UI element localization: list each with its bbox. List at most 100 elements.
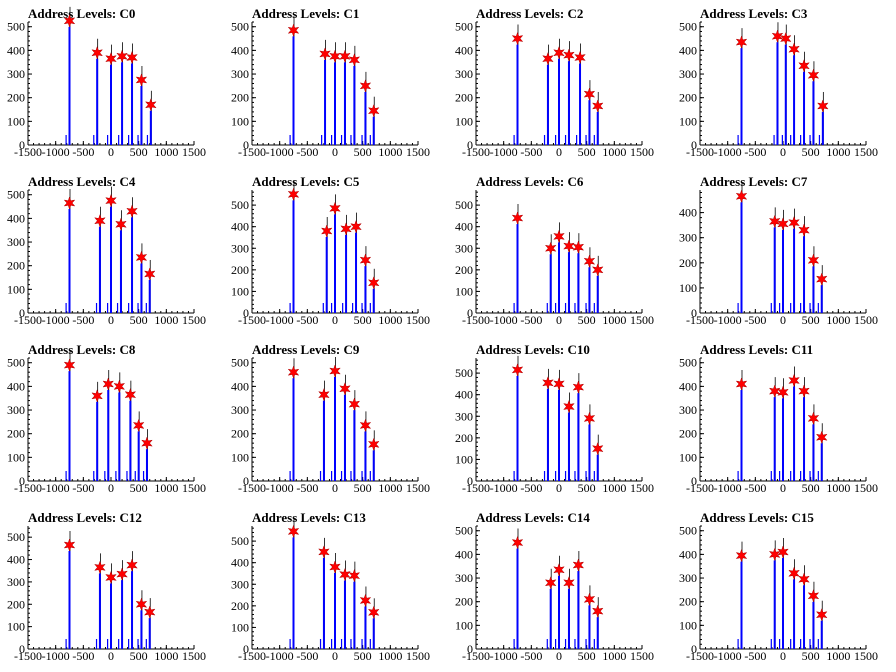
peak-star-marker (113, 379, 126, 394)
histogram-bar (96, 401, 99, 481)
y-tick-label: 0 (19, 306, 25, 320)
x-tick-label: -1500 (686, 313, 714, 327)
histogram-bar (567, 412, 570, 481)
histogram-bar (292, 378, 295, 481)
x-tick-label: 1500 (630, 313, 654, 327)
peak-star-marker (591, 263, 604, 277)
histogram-panel: Address Levels: C1 0 100 200 300 400 500 -1500-… (224, 0, 448, 168)
x-tick-label: -500 (744, 481, 766, 495)
peak-star-marker (359, 79, 372, 93)
x-tick-label: -1500 (14, 649, 42, 663)
y-tick-label: 200 (231, 599, 249, 613)
y-tick-label: 200 (7, 259, 25, 273)
peak-star-marker (126, 204, 138, 219)
peak-star-marker (329, 364, 341, 378)
y-tick-label: 100 (455, 618, 473, 632)
histogram-bar (98, 226, 101, 313)
x-tick-label: 0 (556, 313, 562, 327)
peak-star-marker (777, 217, 789, 231)
histogram-bar (118, 392, 121, 481)
y-tick-label: 400 (455, 43, 473, 57)
histogram-side-bar (546, 303, 548, 313)
histogram-bar (596, 275, 599, 313)
x-tick-label: -1000 (490, 313, 518, 327)
peak-star-marker (102, 377, 115, 391)
y-tick-label: 400 (679, 379, 697, 393)
peak-star-marker (318, 545, 330, 559)
chart-title: Address Levels: C14 (476, 510, 590, 525)
x-tick-label: 1000 (154, 649, 178, 663)
histogram-side-bar (289, 471, 291, 481)
x-tick-label: -1500 (238, 145, 266, 159)
histogram-side-bar (513, 471, 515, 481)
histogram-side-bar (361, 303, 363, 313)
x-tick-label: 0 (556, 649, 562, 663)
y-tick-label: 200 (679, 91, 697, 105)
x-tick-label: 1000 (154, 481, 178, 495)
histogram-side-bar (331, 135, 333, 145)
histogram-side-bar (107, 303, 109, 313)
histogram-bar (372, 288, 375, 313)
peak-star-marker (339, 381, 351, 396)
x-tick-label: -1000 (42, 481, 70, 495)
histogram-side-bar (95, 639, 98, 649)
y-tick-label: 500 (231, 20, 249, 34)
histogram-side-bar (546, 639, 548, 649)
histogram-bar (793, 386, 796, 481)
y-tick-label: 100 (679, 618, 697, 632)
peak-star-marker (126, 558, 138, 572)
histogram-side-bar (361, 471, 363, 481)
y-tick-label: 400 (7, 553, 25, 567)
y-tick-label: 300 (231, 67, 249, 81)
x-tick-label: 0 (332, 145, 338, 159)
histogram-side-bar (65, 639, 67, 649)
peak-star-marker (359, 418, 372, 433)
x-tick-label: 0 (332, 481, 338, 495)
histogram-bar (784, 44, 787, 145)
histogram-side-bar (340, 639, 343, 649)
y-tick-label: 500 (679, 20, 697, 34)
chart-title: Address Levels: C3 (700, 6, 808, 21)
x-tick-label: 500 (578, 649, 596, 663)
histogram-side-bar (65, 135, 67, 145)
peak-star-marker (583, 592, 596, 607)
peak-star-marker (563, 48, 575, 62)
x-tick-label: 1500 (406, 313, 430, 327)
histogram-side-bar (115, 471, 117, 481)
histogram-bar (588, 605, 591, 649)
histogram-bar (149, 110, 152, 145)
histogram-side-bar (817, 639, 819, 649)
y-tick-label: 200 (7, 91, 25, 105)
histogram-side-bar (737, 639, 739, 649)
peak-star-marker (287, 365, 300, 379)
histogram-panel: Address Levels: C2 0 100 200 300 400 500 -1500-… (448, 0, 672, 168)
x-tick-label: 0 (332, 313, 338, 327)
chart-title: Address Levels: C11 (700, 342, 813, 357)
peak-star-marker (319, 47, 331, 61)
histogram-bar (292, 537, 295, 649)
y-tick-label: 400 (7, 379, 25, 393)
peak-star-marker (132, 418, 145, 433)
x-tick-label: 500 (130, 145, 148, 159)
y-tick-label: 200 (455, 595, 473, 609)
y-tick-label: 100 (231, 450, 249, 464)
histogram-side-bar (555, 471, 557, 481)
histogram-bar (546, 388, 549, 481)
y-tick-label: 500 (679, 524, 697, 538)
histogram-side-bar (107, 639, 109, 649)
histogram-side-bar (593, 135, 595, 145)
histogram-bar (110, 64, 112, 145)
histogram-side-bar (779, 639, 781, 649)
y-tick-label: 500 (7, 356, 25, 370)
histogram-bar (596, 617, 599, 649)
peak-star-marker (572, 558, 585, 572)
x-tick-label: 1000 (826, 481, 850, 495)
y-tick-label: 200 (231, 91, 249, 105)
peak-star-marker (553, 377, 565, 391)
y-tick-label: 400 (455, 547, 473, 561)
histogram-side-bar (817, 471, 819, 481)
histogram-side-bar (555, 135, 557, 145)
histogram-side-bar (800, 639, 802, 649)
histogram-side-bar (574, 303, 576, 313)
x-tick-label: -500 (520, 481, 542, 495)
